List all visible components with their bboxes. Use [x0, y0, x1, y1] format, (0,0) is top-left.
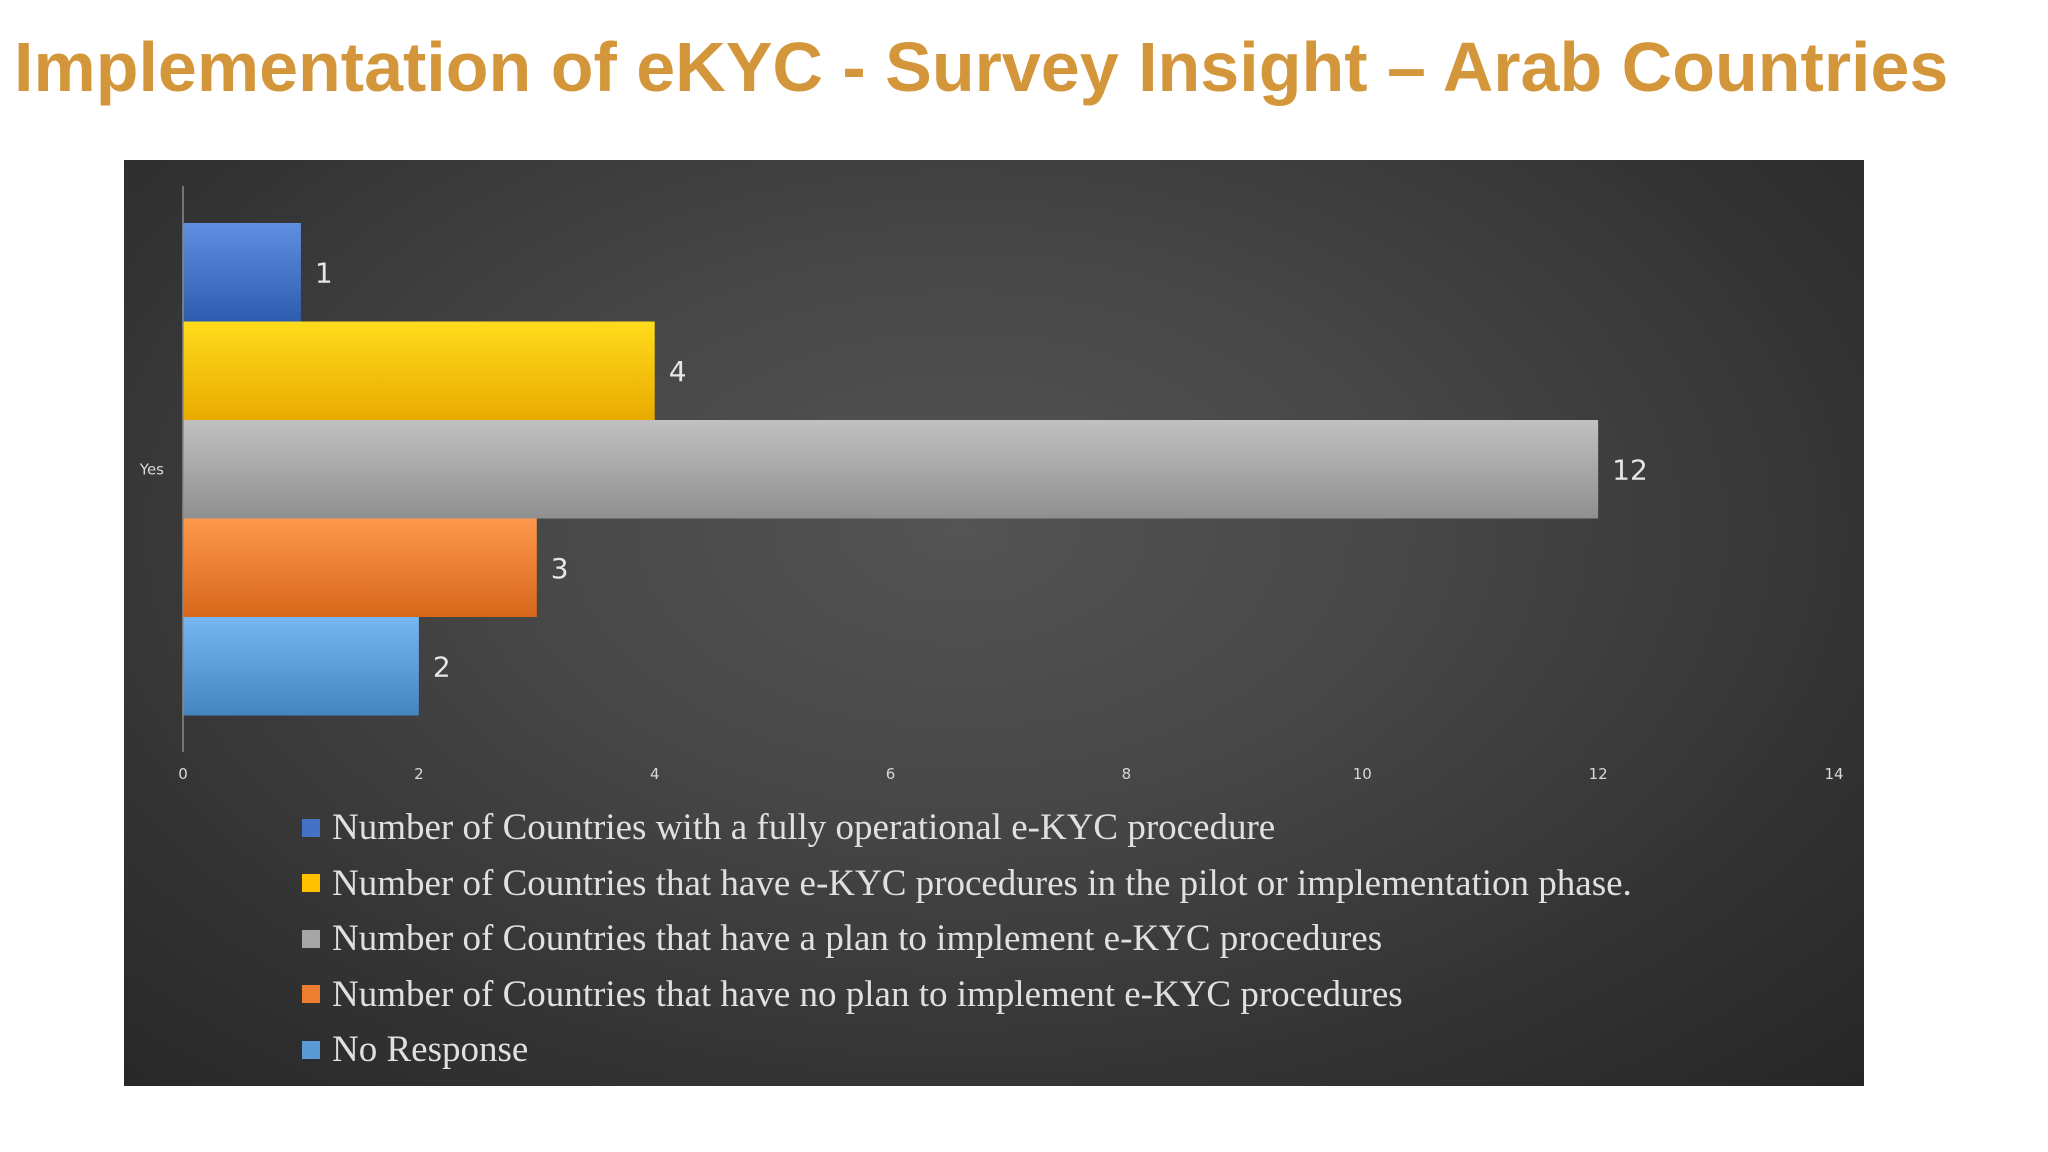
- data-label-1: 1: [315, 256, 333, 289]
- x-tick-label: 6: [886, 765, 896, 783]
- legend-item-5: No Response: [302, 1022, 1842, 1078]
- x-tick-label: 8: [1122, 765, 1132, 783]
- x-tick-label: 0: [178, 765, 188, 783]
- legend-label: No Response: [332, 1029, 529, 1071]
- x-tick-label: 4: [650, 765, 660, 783]
- data-label-4: 3: [551, 552, 569, 585]
- x-axis-ticks: 0 2 4 6 8 10 12 14: [178, 765, 1843, 783]
- x-tick-label: 2: [414, 765, 424, 783]
- legend-item-3: Number of Countries that have a plan to …: [302, 911, 1842, 967]
- bars-layer: [183, 223, 1599, 716]
- chart-legend: Number of Countries with a fully operati…: [302, 800, 1842, 1078]
- legend-swatch: [302, 874, 320, 893]
- legend-label: Number of Countries with a fully operati…: [332, 807, 1276, 849]
- bar-5: [183, 617, 419, 716]
- chart-panel: 1 4 12 3 2 0 2 4 6 8 10 12 14 Yes Number of Countri…: [124, 160, 1864, 1086]
- legend-swatch: [302, 818, 320, 837]
- legend-swatch: [302, 929, 320, 948]
- legend-item-4: Number of Countries that have no plan to…: [302, 967, 1842, 1023]
- y-axis-categories: Yes: [139, 460, 164, 478]
- legend-label: Number of Countries that have e-KYC proc…: [332, 862, 1632, 904]
- legend-swatch: [302, 1040, 320, 1059]
- legend-item-2: Number of Countries that have e-KYC proc…: [302, 856, 1842, 912]
- data-label-2: 4: [669, 355, 687, 388]
- legend-swatch: [302, 985, 320, 1004]
- legend-label: Number of Countries that have no plan to…: [332, 973, 1403, 1015]
- bar-2: [183, 321, 655, 420]
- bar-4: [183, 518, 537, 617]
- legend-label: Number of Countries that have a plan to …: [332, 918, 1383, 960]
- legend-item-1: Number of Countries with a fully operati…: [302, 800, 1842, 856]
- data-label-5: 2: [433, 650, 451, 683]
- bar-1: [183, 223, 301, 322]
- data-label-3: 12: [1612, 453, 1648, 486]
- x-tick-label: 14: [1824, 765, 1843, 783]
- slide-title: Implementation of eKYC - Survey Insight …: [14, 28, 1949, 106]
- x-tick-label: 10: [1353, 765, 1372, 783]
- bar-3: [183, 420, 1599, 519]
- data-labels-layer: 1 4 12 3 2: [315, 256, 1648, 683]
- x-tick-label: 12: [1589, 765, 1608, 783]
- y-category-label: Yes: [139, 460, 164, 478]
